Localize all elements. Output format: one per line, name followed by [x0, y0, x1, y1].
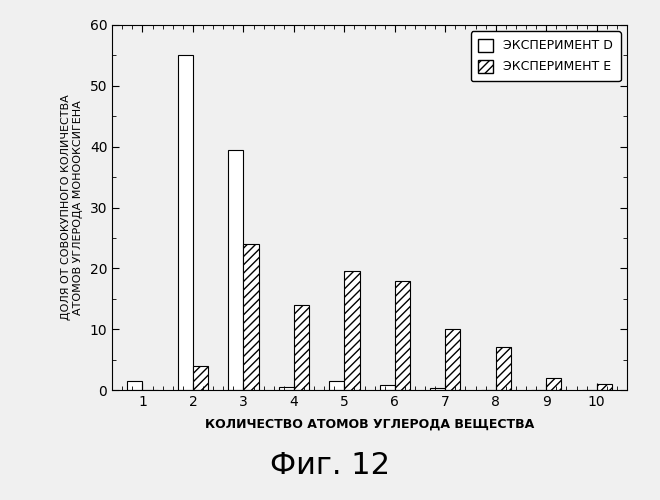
Y-axis label: ДОЛЯ ОТ СОВОКУПНОГО КОЛИЧЕСТВА
АТОМОВ УГЛЕРОДА МОНООКСИГЕНА: ДОЛЯ ОТ СОВОКУПНОГО КОЛИЧЕСТВА АТОМОВ УГ… [61, 94, 82, 320]
Bar [294, 305, 309, 390]
Bar [395, 280, 410, 390]
Bar [345, 272, 360, 390]
Bar [379, 385, 395, 390]
Bar [597, 384, 612, 390]
Bar [279, 387, 294, 390]
Bar [496, 348, 511, 390]
Text: Фиг. 12: Фиг. 12 [270, 451, 390, 480]
X-axis label: КОЛИЧЕСТВО АТОМОВ УГЛЕРОДА ВЕЩЕСТВА: КОЛИЧЕСТВО АТОМОВ УГЛЕРОДА ВЕЩЕСТВА [205, 417, 534, 430]
Legend: ЭКСПЕРИМЕНТ D, ЭКСПЕРИМЕНТ E: ЭКСПЕРИМЕНТ D, ЭКСПЕРИМЕНТ E [471, 31, 621, 81]
Bar [446, 329, 461, 390]
Bar [193, 366, 208, 390]
Bar [546, 378, 562, 390]
Bar [329, 381, 345, 390]
Bar [244, 244, 259, 390]
Bar [178, 56, 193, 390]
Bar [228, 150, 244, 390]
Bar [127, 381, 143, 390]
Bar [430, 388, 446, 390]
